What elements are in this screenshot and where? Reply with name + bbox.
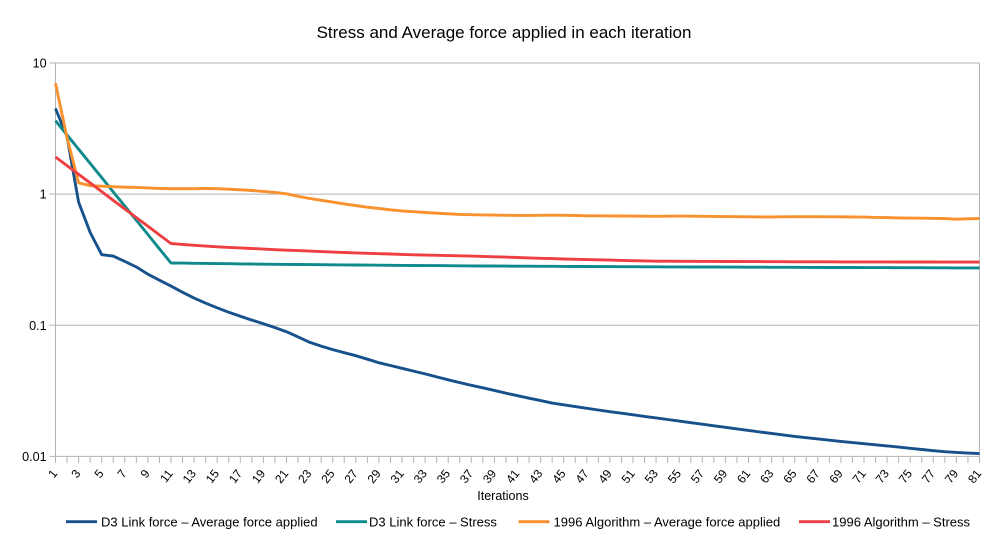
svg-text:1996 Algorithm – Stress: 1996 Algorithm – Stress — [832, 514, 971, 529]
svg-text:10: 10 — [33, 57, 47, 71]
svg-text:0.01: 0.01 — [22, 450, 47, 464]
svg-text:D3 Link force – Average force: D3 Link force – Average force applied — [101, 514, 318, 529]
svg-text:1: 1 — [40, 188, 47, 202]
svg-text:Iterations: Iterations — [477, 489, 528, 503]
svg-text:Stress and Average force appli: Stress and Average force applied in each… — [317, 23, 692, 42]
svg-text:1996 Algorithm – Average force: 1996 Algorithm – Average force applied — [554, 514, 781, 529]
svg-text:0.1: 0.1 — [29, 319, 47, 333]
svg-text:D3 Link force – Stress: D3 Link force – Stress — [369, 514, 497, 529]
